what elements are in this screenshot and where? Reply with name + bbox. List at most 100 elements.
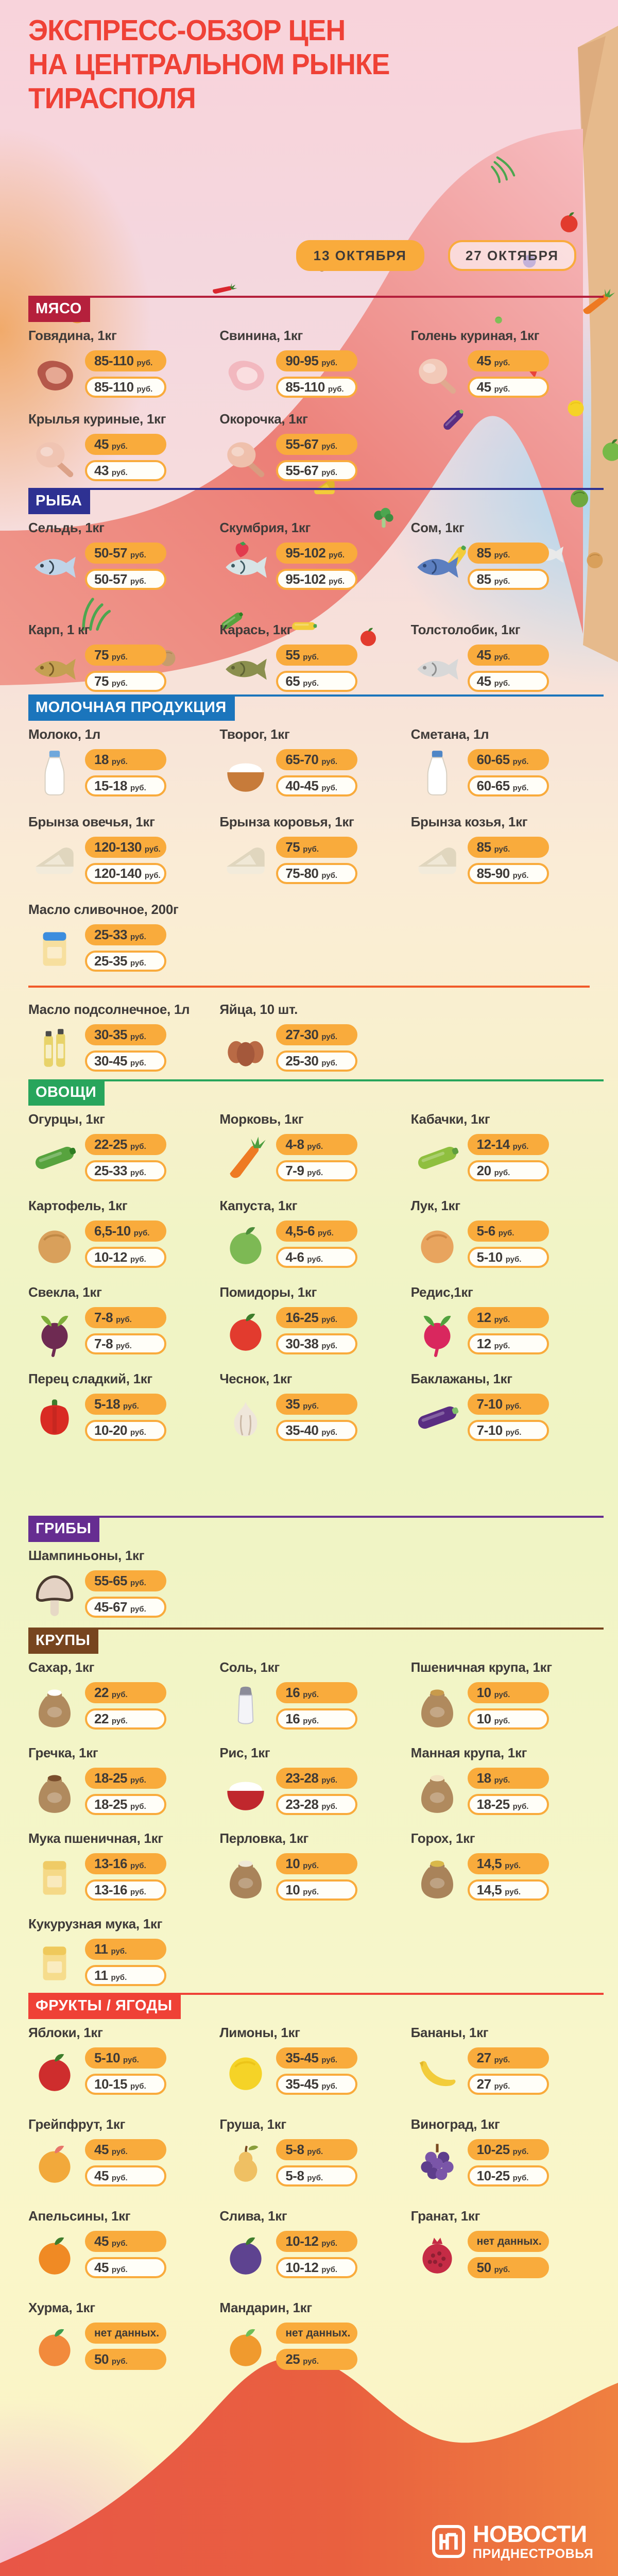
price-value: 75-80 (285, 866, 319, 882)
price-pills: 5-18 руб. 10-20 руб. (85, 1394, 166, 1442)
product-label: Бананы, 1кг (410, 2025, 489, 2041)
price-value: нет данных. (94, 2327, 160, 2339)
price-pill-oct27: 10-12 руб. (85, 1247, 166, 1268)
product-mandarin: Мандарин, 1кг нет данных. 25 руб. (219, 2299, 398, 2372)
price-value: 60-65 (476, 778, 510, 794)
price-pill-oct13: 10-25 руб. (467, 2139, 549, 2161)
price-value: 5-8 (285, 2142, 304, 2158)
price-pill-oct13: 120-130 руб. (85, 837, 166, 858)
currency-unit: руб. (130, 1802, 146, 1811)
price-value: нет данных. (285, 2327, 351, 2339)
product-chicken-leg-quarter: Окорочка, 1кг 55-67 руб. 55-67 руб. (219, 411, 398, 484)
price-pills: 45 руб. 45 руб. (85, 2231, 166, 2279)
section-title: ГРИБЫ (28, 1518, 100, 1543)
carrot-icon (219, 1131, 272, 1184)
price-pill-oct13: 10 руб. (276, 1853, 358, 1875)
product-wheat-groats-sack: Пшеничная крупа, 1кг 10 руб. 10 руб. (411, 1659, 590, 1732)
currency-unit: руб. (130, 1776, 146, 1785)
product-label: Творог, 1кг (219, 726, 290, 742)
currency-unit: руб. (303, 1690, 319, 1700)
items-grid: Сахар, 1кг 22 руб. 22 руб. Соль, 1кг 16 руб. 16 р… (28, 1659, 590, 1989)
currency-unit: руб. (321, 1428, 338, 1437)
price-pill-oct13: 30-35 руб. (85, 1024, 166, 1046)
section-header: ФРУКТЫ / ЯГОДЫ (28, 1993, 604, 2020)
currency-unit: руб. (111, 653, 128, 662)
price-pill-oct27: 13-16 руб. (85, 1879, 166, 1901)
price-value: 10 (285, 1856, 300, 1872)
currency-unit: руб. (130, 1142, 146, 1151)
pomegranate-icon (411, 2228, 464, 2281)
product-label: Говядина, 1кг (28, 328, 117, 344)
product-label: Перловка, 1кг (219, 1831, 309, 1846)
currency-unit: руб. (130, 1032, 146, 1042)
price-value: 85 (476, 839, 491, 855)
price-value: 10-15 (94, 2076, 128, 2092)
price-value: 7-8 (94, 1310, 113, 1326)
price-pills: 27-30 руб. 25-30 руб. (276, 1024, 358, 1072)
price-pill-oct27: 50 руб. (85, 2349, 166, 2370)
product-salt-shaker: Соль, 1кг 16 руб. 16 руб. (219, 1659, 398, 1732)
price-pill-oct27: 27 руб. (467, 2074, 549, 2095)
price-value: 16-25 (285, 1310, 319, 1326)
price-value: 30-35 (94, 1027, 128, 1043)
currency-unit: руб. (494, 653, 510, 662)
herring-icon (28, 540, 81, 592)
section-header: ГРИБЫ (28, 1516, 604, 1543)
goat-brynza-icon (411, 834, 464, 887)
currency-unit: руб. (494, 1776, 510, 1785)
price-value: 45 (94, 2260, 109, 2276)
currency-unit: руб. (307, 1255, 323, 1264)
price-value: 55 (285, 647, 300, 663)
price-value: 35 (285, 1396, 300, 1412)
price-pills: 45 руб. 45 руб. (85, 2139, 166, 2187)
sour-cream-bottle-icon (411, 747, 464, 799)
mandarin-icon (219, 2320, 272, 2372)
currency-unit: руб. (116, 1315, 132, 1325)
price-value: 45 (94, 436, 109, 452)
product-label: Гречка, 1кг (28, 1745, 98, 1761)
currency-unit: руб. (111, 679, 128, 688)
date-badge-oct13: 13 ОКТЯБРЯ (296, 240, 424, 272)
product-carrot: Морковь, 1кг 4-8 руб. 7-9 руб. (219, 1111, 398, 1184)
currency-unit: руб. (321, 442, 338, 451)
currency-unit: руб. (130, 959, 146, 968)
product-label: Кукурузная мука, 1кг (28, 1916, 163, 1932)
currency-unit: руб. (130, 1428, 146, 1437)
price-value: 5-18 (94, 1396, 121, 1412)
product-label: Сметана, 1л (410, 726, 489, 742)
price-value: 18 (94, 752, 109, 768)
price-value: 45 (94, 2142, 109, 2158)
price-value: 10-20 (94, 1422, 128, 1438)
product-sour-cream-bottle: Сметана, 1л 60-65 руб. 60-65 руб. (411, 726, 590, 799)
product-cabbage: Капуста, 1кг 4,5-6 руб. 4-6 руб. (219, 1197, 398, 1270)
price-pills: нет данных. 50 руб. (467, 2231, 549, 2279)
product-label: Мандарин, 1кг (219, 2300, 312, 2316)
currency-unit: руб. (111, 757, 128, 767)
price-value: 10 (476, 1685, 491, 1701)
price-pills: 14,5 руб. 14,5 руб. (467, 1853, 549, 1901)
price-value: 18-25 (94, 1797, 128, 1812)
mackerel-icon (219, 540, 272, 592)
news-pridnestrovya-logo: НОВОСТИ ПРИДНЕСТРОВЬЯ (432, 2522, 594, 2561)
price-value: 14,5 (476, 1856, 502, 1872)
product-sheep-brynza: Брынза овечья, 1кг 120-130 руб. 120-140 руб. (28, 814, 207, 887)
price-value: 10-12 (285, 2260, 319, 2276)
currency-unit: руб. (321, 1059, 338, 1068)
date-legend: 13 ОКТЯБРЯ 27 ОКТЯБРЯ (28, 240, 590, 272)
price-value: 10-25 (476, 2142, 510, 2158)
radish-icon (411, 1304, 464, 1357)
price-pill-oct13: 85-110 руб. (85, 350, 166, 372)
price-value: 50-57 (94, 545, 128, 561)
price-value: 75 (94, 673, 109, 689)
section-header: МОЛОЧНАЯ ПРОДУКЦИЯ (28, 694, 604, 721)
product-label: Окорочка, 1кг (219, 411, 308, 427)
product-chicken-drumstick: Голень куриная, 1кг 45 руб. 45 руб. (411, 327, 590, 400)
price-pills: 10-12 руб. 10-12 руб. (276, 2231, 358, 2279)
currency-unit: руб. (329, 577, 345, 586)
wheat-flour-pack-icon (28, 1851, 81, 1903)
currency-unit: руб. (321, 1315, 338, 1325)
price-value: 22 (94, 1685, 109, 1701)
currency-unit: руб. (303, 1717, 319, 1726)
cabbage-icon (219, 1218, 272, 1270)
price-value: 7-9 (285, 1163, 304, 1179)
